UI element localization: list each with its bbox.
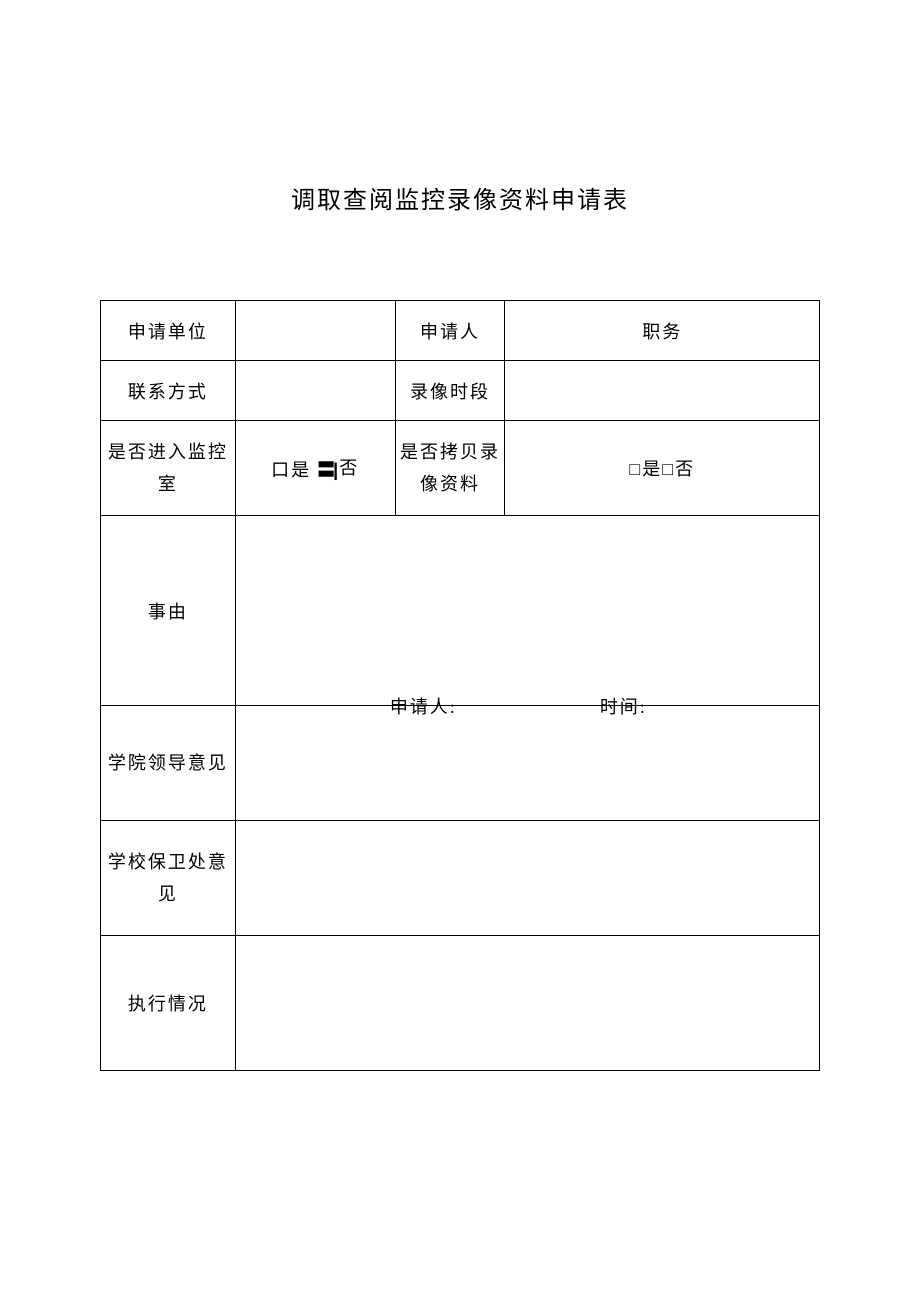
label-position: 职务 <box>505 301 820 361</box>
label-college-opinion: 学院领导意见 <box>101 706 236 821</box>
label-reason: 事由 <box>101 516 236 706</box>
checkbox-copy-material: □是□否 <box>505 421 820 516</box>
label-contact: 联系方式 <box>101 361 236 421</box>
label-security-opinion: 学校保卫处意见 <box>101 821 236 936</box>
value-reason: 申请人: 时间: <box>235 516 819 706</box>
value-contact <box>235 361 395 421</box>
value-security-opinion <box>235 821 819 936</box>
table-row: 联系方式 录像时段 <box>101 361 820 421</box>
label-enter-room: 是否进入监控室 <box>101 421 236 516</box>
application-form-table: 申请单位 申请人 职务 联系方式 录像时段 是否进入监控室 口是〓|否 是否拷贝… <box>100 300 820 1071</box>
value-college-opinion <box>235 706 819 821</box>
table-row: 事由 申请人: 时间: <box>101 516 820 706</box>
page-title: 调取查阅监控录像资料申请表 <box>0 0 920 300</box>
value-execution <box>235 936 819 1071</box>
checkbox-copy-no: □否 <box>662 459 695 479</box>
label-applicant-person: 申请人 <box>395 301 505 361</box>
label-applicant-unit: 申请单位 <box>101 301 236 361</box>
checkbox-enter-yes: 口是 <box>271 456 311 482</box>
table-row: 是否进入监控室 口是〓|否 是否拷贝录像资料 □是□否 <box>101 421 820 516</box>
reason-time-label: 时间: <box>600 693 647 719</box>
checkbox-enter-room: 口是〓|否 <box>235 421 395 516</box>
table-row: 学校保卫处意见 <box>101 821 820 936</box>
label-video-period: 录像时段 <box>395 361 505 421</box>
table-row: 申请单位 申请人 职务 <box>101 301 820 361</box>
table-row: 学院领导意见 <box>101 706 820 821</box>
value-applicant-unit <box>235 301 395 361</box>
label-copy-material: 是否拷贝录像资料 <box>395 421 505 516</box>
label-execution: 执行情况 <box>101 936 236 1071</box>
checkbox-copy-yes: □是 <box>629 459 662 479</box>
value-video-period <box>505 361 820 421</box>
checkbox-enter-no-text: 否 <box>339 458 359 478</box>
reason-applicant-label: 申请人: <box>390 693 457 719</box>
checkbox-enter-no-mark: 〓| <box>317 456 336 482</box>
table-row: 执行情况 <box>101 936 820 1071</box>
